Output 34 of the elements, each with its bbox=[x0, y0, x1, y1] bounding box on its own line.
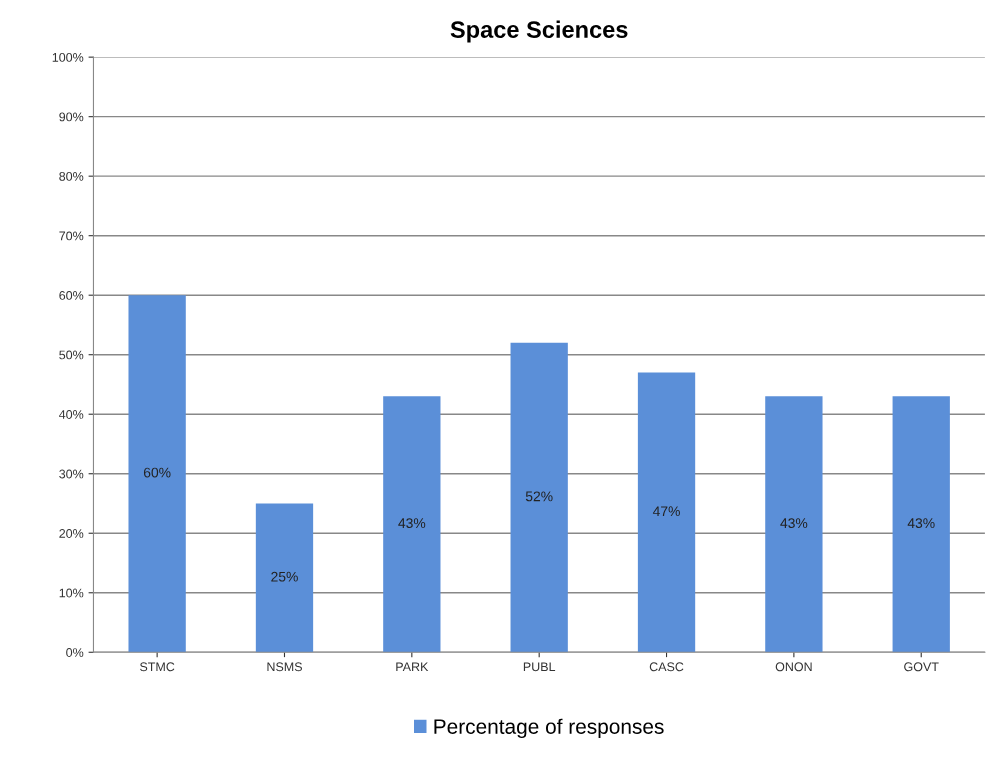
x-tick-label: PARK bbox=[396, 662, 429, 672]
x-tick-label: PUBL bbox=[523, 662, 556, 672]
y-tick-label: 0% bbox=[66, 648, 84, 657]
data-label: 43% bbox=[780, 518, 808, 529]
bar bbox=[892, 396, 950, 653]
data-label: 25% bbox=[271, 571, 298, 582]
y-tick-label: 10% bbox=[59, 588, 84, 598]
x-tick-label: GOVT bbox=[904, 662, 939, 672]
x-tick-label: ONON bbox=[775, 662, 812, 672]
y-tick-label: 50% bbox=[59, 350, 84, 360]
bar bbox=[765, 396, 823, 653]
x-tick-label: CASC bbox=[649, 662, 684, 672]
y-tick-label: 70% bbox=[59, 231, 84, 241]
data-label: 52% bbox=[525, 491, 553, 502]
data-label: 60% bbox=[143, 467, 171, 478]
bar bbox=[128, 295, 186, 653]
legend-label: Percentage of responses bbox=[434, 718, 664, 739]
data-label: 43% bbox=[398, 518, 426, 529]
y-tick-label: 100% bbox=[52, 52, 84, 62]
x-tick-label: NSMS bbox=[267, 662, 302, 672]
bar bbox=[255, 503, 314, 653]
bar bbox=[637, 372, 696, 653]
data-label: 47% bbox=[652, 506, 680, 517]
x-tick-label: STMC bbox=[140, 662, 175, 672]
y-tick-label: 40% bbox=[59, 410, 84, 419]
y-tick-label: 90% bbox=[59, 112, 84, 122]
bar bbox=[383, 396, 441, 653]
y-tick-label: 30% bbox=[59, 469, 84, 479]
y-tick-label: 20% bbox=[59, 529, 84, 538]
data-label: 43% bbox=[907, 518, 935, 529]
y-tick-label: 80% bbox=[59, 171, 84, 181]
chart-title: Space Sciences bbox=[450, 20, 628, 43]
bar bbox=[510, 342, 568, 653]
y-tick-label: 60% bbox=[59, 291, 84, 300]
